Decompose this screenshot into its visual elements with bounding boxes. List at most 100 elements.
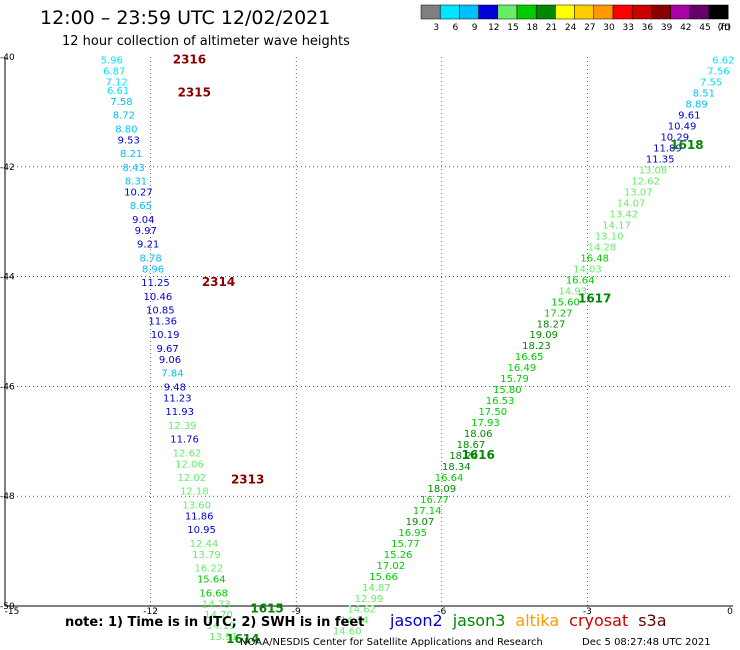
swh-point-jason3: 18.27 <box>537 319 566 330</box>
swh-point-jason3: 17.50 <box>478 407 507 418</box>
swh-point-jason3: 14.93 <box>559 286 588 297</box>
swh-point-jason3: 16.64 <box>566 275 595 286</box>
colorbar-label: 21 <box>546 23 557 33</box>
swh-point-cryosat: 8.21 <box>120 149 142 160</box>
x-tick-label: 0 <box>727 607 733 617</box>
swh-point-cryosat: 11.36 <box>148 317 177 328</box>
swh-point-jason3: 19.09 <box>529 330 558 341</box>
swh-point-cryosat: 6.87 <box>103 67 125 78</box>
swh-point-jason3: 18.09 <box>427 484 456 495</box>
swh-point-cryosat: 8.80 <box>115 124 137 135</box>
y-tick-label: -44 <box>0 273 15 283</box>
track-time-label: 1616 <box>461 448 494 462</box>
colorbar-swatch <box>555 4 575 20</box>
track-time-label: 1614 <box>226 632 259 646</box>
swh-point-cryosat: 8.78 <box>139 253 161 264</box>
grid <box>5 57 733 606</box>
swh-point-cryosat: 10.46 <box>144 292 173 303</box>
swh-point-jason3: 16.49 <box>508 363 537 374</box>
swh-point-cryosat: 14.70 <box>204 610 233 621</box>
swh-point-jason3: 16.65 <box>515 352 544 363</box>
swh-point-cryosat: 12.02 <box>178 473 207 484</box>
colorbar-swatch <box>689 4 710 20</box>
colorbar-label: 36 <box>642 23 654 33</box>
swh-point-jason3: 11.35 <box>646 155 675 166</box>
colorbar-label: 45 <box>699 23 710 33</box>
swh-point-jason3: 17.27 <box>544 308 573 319</box>
swh-point-cryosat: 8.65 <box>130 201 152 212</box>
colorbar-swatch <box>670 4 691 20</box>
swh-point-cryosat: 12.06 <box>175 459 204 470</box>
swh-point-jason3: 14.17 <box>602 220 631 231</box>
colorbar-swatch <box>516 4 537 20</box>
swh-point-cryosat: 8.31 <box>125 177 147 188</box>
swh-point-jason3: 18.34 <box>442 462 471 473</box>
footer-credit: NOAA/NESDIS Center for Satellite Applica… <box>240 637 543 648</box>
swh-point-jason3: 12.99 <box>355 594 384 605</box>
track-time-label: 2313 <box>231 473 264 487</box>
swh-point-jason3: 14.14 <box>340 616 369 627</box>
swh-point-cryosat: 12.62 <box>173 448 202 459</box>
swh-point-jason3: 14.03 <box>573 264 602 275</box>
swh-point-jason3: 9.61 <box>678 111 700 122</box>
swh-point-cryosat: 11.25 <box>141 278 170 289</box>
swh-point-jason3: 14.28 <box>588 242 617 253</box>
colorbar-swatch <box>478 4 499 20</box>
colorbar-label: 12 <box>488 23 499 33</box>
swh-point-cryosat: 13.91 <box>209 632 238 643</box>
swh-point-jason3: 15.26 <box>384 550 413 561</box>
swh-point-cryosat: 13.60 <box>182 500 211 511</box>
axes <box>4 57 733 607</box>
swh-point-jason3: 16.77 <box>420 495 449 506</box>
colorbar-label: 27 <box>584 23 595 33</box>
swh-point-jason3: 18.24 <box>449 451 478 462</box>
swh-point-jason3: 7.56 <box>707 67 729 78</box>
swh-point-cryosat: 11.93 <box>165 407 194 418</box>
swh-point-cryosat: 10.27 <box>124 188 153 199</box>
swh-point-cryosat: 10.19 <box>151 330 180 341</box>
swh-point-jason3: 17.02 <box>377 561 406 572</box>
track-time-label: 2314 <box>202 275 235 289</box>
x-tick-label: -6 <box>437 607 446 617</box>
swh-point-jason3: 11.89 <box>653 144 682 155</box>
colorbar-label: 30 <box>603 23 615 33</box>
colorbar-label: 24 <box>565 23 577 33</box>
swh-point-cryosat: 16.68 <box>199 588 228 599</box>
y-tick-label: -48 <box>0 492 15 502</box>
colorbar-label: 15 <box>507 23 518 33</box>
swh-point-jason3: 10.29 <box>660 133 689 144</box>
swh-point-cryosat: 10.95 <box>187 525 216 536</box>
colorbar-swatch <box>612 4 633 20</box>
swh-point-cryosat: 12.44 <box>190 539 219 550</box>
colorbar-swatch <box>439 4 460 20</box>
swh-point-jason3: 10.49 <box>668 122 697 133</box>
swh-point-cryosat: 7.12 <box>105 78 127 89</box>
swh-point-jason3: 6.62 <box>712 56 734 67</box>
y-tick-label: -42 <box>0 163 15 173</box>
swh-point-jason3: 13.42 <box>609 209 638 220</box>
swh-point-jason3: 19.07 <box>406 517 435 528</box>
swh-point-jason3: 17.14 <box>413 506 442 517</box>
wave-height-points: 5.966.877.126.617.58 8.72 8.809.53 8.21 8.43… <box>101 56 735 643</box>
swh-point-jason3: 15.80 <box>493 385 522 396</box>
legend-jason2: jason2 <box>389 611 443 630</box>
satellite-legend: jason2 jason3 altika cryosat s3a <box>389 611 667 630</box>
legend-cryosat: cryosat <box>569 611 628 630</box>
swh-point-cryosat: 5.96 <box>101 56 123 67</box>
track-time-label: 2315 <box>178 86 211 100</box>
colorbar-label: 9 <box>472 23 478 33</box>
colorbar-label: 70 <box>718 23 730 33</box>
swh-point-jason3: 16.48 <box>580 253 609 264</box>
swh-point-jason3: 15.79 <box>500 374 529 385</box>
y-tick-label: -46 <box>0 382 15 392</box>
time-annotations: 2316 2315 2314 2313 1618 1617 1616 1615 1614 <box>173 53 704 646</box>
legend-altika: altika <box>515 611 559 630</box>
swh-point-cryosat: 9.53 <box>118 135 140 146</box>
swh-point-cryosat: 11.76 <box>170 435 199 446</box>
swh-point-jason3: 15.60 <box>551 297 580 308</box>
swh-point-jason3: 15.66 <box>369 572 398 583</box>
colorbar-label: 3 <box>433 23 439 33</box>
swh-point-cryosat: 9.48 <box>164 382 186 393</box>
swh-point-jason3: 16.64 <box>435 473 464 484</box>
